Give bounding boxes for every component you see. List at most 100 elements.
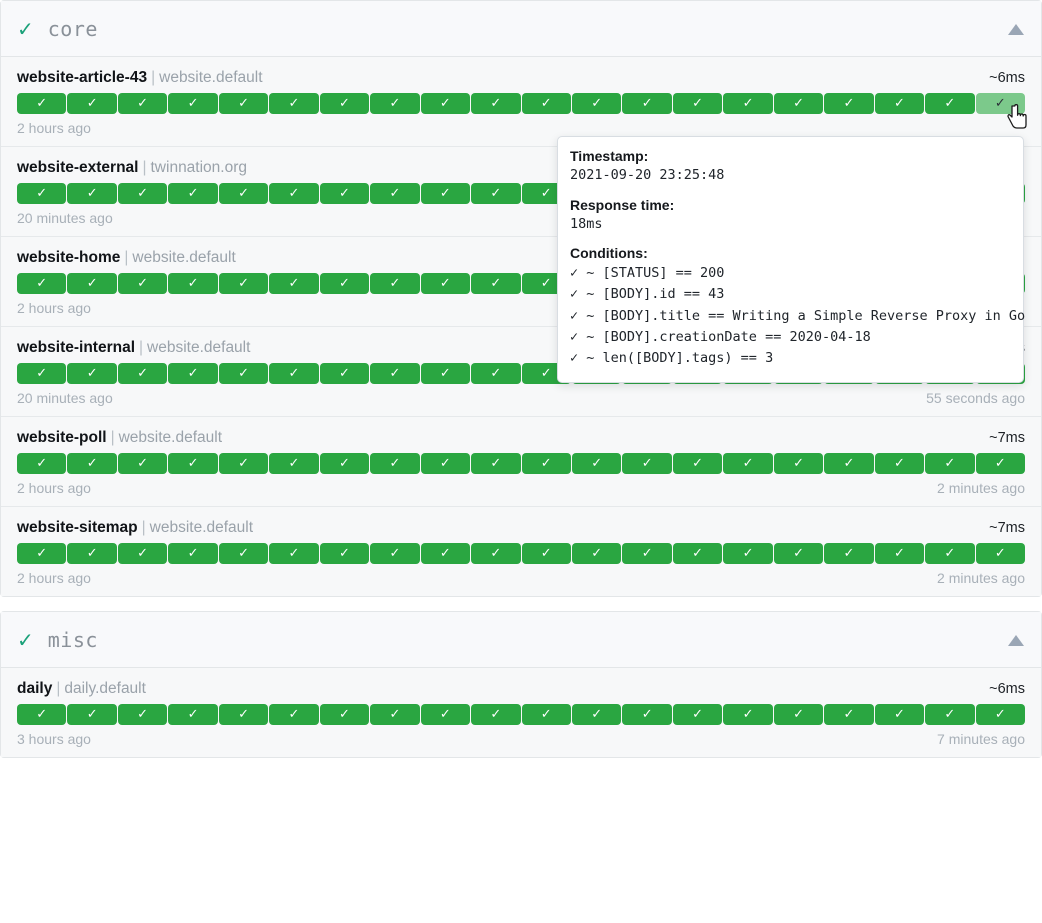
status-bar-success[interactable]: ✓ bbox=[975, 543, 1026, 565]
status-bar-success[interactable]: ✓ bbox=[269, 93, 319, 115]
status-bar-success[interactable]: ✓ bbox=[824, 704, 874, 726]
status-bar-success[interactable]: ✓ bbox=[723, 543, 773, 565]
status-bar-success[interactable]: ✓ bbox=[975, 453, 1026, 475]
status-bar-success[interactable]: ✓ bbox=[521, 453, 571, 475]
status-bar-success[interactable]: ✓ bbox=[773, 704, 824, 726]
status-bar-success[interactable]: ✓ bbox=[67, 363, 117, 385]
status-bar-success[interactable]: ✓ bbox=[117, 543, 168, 565]
status-bar-success[interactable]: ✓ bbox=[672, 453, 723, 475]
group-header-core[interactable]: ✓ core bbox=[1, 1, 1041, 57]
status-bar-success[interactable]: ✓ bbox=[420, 543, 471, 565]
status-bar-success[interactable]: ✓ bbox=[773, 543, 824, 565]
status-bar-success[interactable]: ✓ bbox=[319, 453, 370, 475]
endpoint-row[interactable]: website-article-43 | website.default ~6ms ✓ ✓… bbox=[1, 57, 1041, 148]
status-bar-success[interactable]: ✓ bbox=[975, 704, 1026, 726]
status-bar-success[interactable]: ✓ bbox=[218, 183, 269, 205]
status-bar-success[interactable]: ✓ bbox=[622, 93, 672, 115]
status-bar-success[interactable]: ✓ bbox=[17, 273, 67, 295]
status-bar-success[interactable]: ✓ bbox=[319, 543, 370, 565]
endpoint-row[interactable]: website-poll | website.default ~7ms ✓ ✓ ✓ ✓ ✓ ✓ ✓ ✓… bbox=[1, 417, 1041, 508]
status-bar-success[interactable]: ✓ bbox=[370, 93, 420, 115]
status-bar-success[interactable]: ✓ bbox=[723, 704, 773, 726]
status-bar-success[interactable]: ✓ bbox=[67, 183, 117, 205]
status-bar-success[interactable]: ✓ bbox=[420, 453, 471, 475]
endpoint-row[interactable]: website-sitemap | website.default ~7ms ✓ ✓ ✓ ✓ ✓… bbox=[1, 507, 1041, 597]
status-bar-success[interactable]: ✓ bbox=[319, 273, 370, 295]
status-bar-success[interactable]: ✓ bbox=[370, 704, 420, 726]
status-bar-success[interactable]: ✓ bbox=[168, 273, 218, 295]
endpoint-row[interactable]: daily | daily.default ~6ms ✓ ✓ ✓ ✓ ✓ ✓ ✓ ✓ ✓ ✓ ✓ ✓ ✓ ✓ ✓ ✓ ✓… bbox=[1, 668, 1041, 758]
status-bar-success[interactable]: ✓ bbox=[521, 704, 571, 726]
status-bar-success[interactable]: ✓ bbox=[17, 453, 67, 475]
status-bar-success[interactable]: ✓ bbox=[773, 453, 824, 475]
status-bar-success[interactable]: ✓ bbox=[17, 363, 67, 385]
status-bar-success[interactable]: ✓ bbox=[622, 453, 672, 475]
status-bar-success[interactable]: ✓ bbox=[571, 543, 622, 565]
status-bar-success[interactable]: ✓ bbox=[117, 273, 168, 295]
status-bar-success[interactable]: ✓ bbox=[319, 183, 370, 205]
status-bar-success[interactable]: ✓ bbox=[723, 93, 773, 115]
status-bar-success[interactable]: ✓ bbox=[824, 453, 874, 475]
status-bar-success[interactable]: ✓ bbox=[672, 543, 723, 565]
status-bar-success[interactable]: ✓ bbox=[319, 704, 370, 726]
status-bar-success[interactable]: ✓ bbox=[67, 93, 117, 115]
status-bar-success[interactable]: ✓ bbox=[269, 453, 319, 475]
status-bar-success[interactable]: ✓ bbox=[672, 93, 723, 115]
status-bar-success[interactable]: ✓ bbox=[521, 93, 571, 115]
status-bar-success[interactable]: ✓ bbox=[874, 453, 925, 475]
status-bar-success[interactable]: ✓ bbox=[218, 273, 269, 295]
status-bar-success[interactable]: ✓ bbox=[370, 453, 420, 475]
status-bar-success[interactable]: ✓ bbox=[17, 543, 67, 565]
status-bar-success[interactable]: ✓ bbox=[67, 543, 117, 565]
status-bar-success[interactable]: ✓ bbox=[925, 93, 975, 115]
status-bar-success[interactable]: ✓ bbox=[117, 183, 168, 205]
status-bar-success[interactable]: ✓ bbox=[319, 363, 370, 385]
status-bar-success[interactable]: ✓ bbox=[269, 704, 319, 726]
status-bar-success[interactable]: ✓ bbox=[17, 183, 67, 205]
status-bar-success[interactable]: ✓ bbox=[420, 273, 471, 295]
status-bar-success[interactable]: ✓ bbox=[168, 453, 218, 475]
status-bar-success[interactable]: ✓ bbox=[571, 93, 622, 115]
status-bar-success[interactable]: ✓ bbox=[471, 363, 521, 385]
status-bar-success[interactable]: ✓ bbox=[622, 543, 672, 565]
status-bar-success[interactable]: ✓ bbox=[218, 363, 269, 385]
status-bar-success[interactable]: ✓ bbox=[773, 93, 824, 115]
status-bar-success[interactable]: ✓ bbox=[521, 543, 571, 565]
status-bar-success[interactable]: ✓ bbox=[17, 93, 67, 115]
status-bar-success[interactable]: ✓ bbox=[925, 453, 975, 475]
status-bar-success[interactable]: ✓ bbox=[975, 93, 1026, 115]
status-bar-success[interactable]: ✓ bbox=[218, 543, 269, 565]
status-bar-success[interactable]: ✓ bbox=[168, 543, 218, 565]
status-bar-success[interactable]: ✓ bbox=[117, 704, 168, 726]
status-bar-success[interactable]: ✓ bbox=[874, 543, 925, 565]
group-header-misc[interactable]: ✓ misc bbox=[1, 612, 1041, 669]
status-bar-success[interactable]: ✓ bbox=[319, 93, 370, 115]
status-bar-success[interactable]: ✓ bbox=[824, 93, 874, 115]
status-bar-success[interactable]: ✓ bbox=[471, 453, 521, 475]
status-bar-success[interactable]: ✓ bbox=[370, 543, 420, 565]
status-bar-success[interactable]: ✓ bbox=[471, 273, 521, 295]
status-bar-success[interactable]: ✓ bbox=[622, 704, 672, 726]
status-bar-success[interactable]: ✓ bbox=[17, 704, 67, 726]
status-bar-success[interactable]: ✓ bbox=[269, 183, 319, 205]
status-bar-success[interactable]: ✓ bbox=[370, 273, 420, 295]
status-bar-success[interactable]: ✓ bbox=[420, 183, 471, 205]
status-bar-success[interactable]: ✓ bbox=[269, 273, 319, 295]
status-bar-success[interactable]: ✓ bbox=[571, 453, 622, 475]
status-bar-success[interactable]: ✓ bbox=[874, 93, 925, 115]
status-bar-success[interactable]: ✓ bbox=[672, 704, 723, 726]
status-bar-success[interactable]: ✓ bbox=[420, 704, 471, 726]
status-bar-success[interactable]: ✓ bbox=[471, 183, 521, 205]
status-bar-success[interactable]: ✓ bbox=[168, 363, 218, 385]
status-bar-success[interactable]: ✓ bbox=[218, 93, 269, 115]
status-bar-success[interactable]: ✓ bbox=[168, 704, 218, 726]
status-bar-success[interactable]: ✓ bbox=[168, 93, 218, 115]
status-bar-success[interactable]: ✓ bbox=[420, 93, 471, 115]
status-bar-success[interactable]: ✓ bbox=[117, 453, 168, 475]
status-bar-success[interactable]: ✓ bbox=[269, 543, 319, 565]
status-bar-success[interactable]: ✓ bbox=[571, 704, 622, 726]
status-bar-success[interactable]: ✓ bbox=[824, 543, 874, 565]
status-bar-success[interactable]: ✓ bbox=[420, 363, 471, 385]
status-bar-success[interactable]: ✓ bbox=[269, 363, 319, 385]
status-bar-success[interactable]: ✓ bbox=[117, 363, 168, 385]
